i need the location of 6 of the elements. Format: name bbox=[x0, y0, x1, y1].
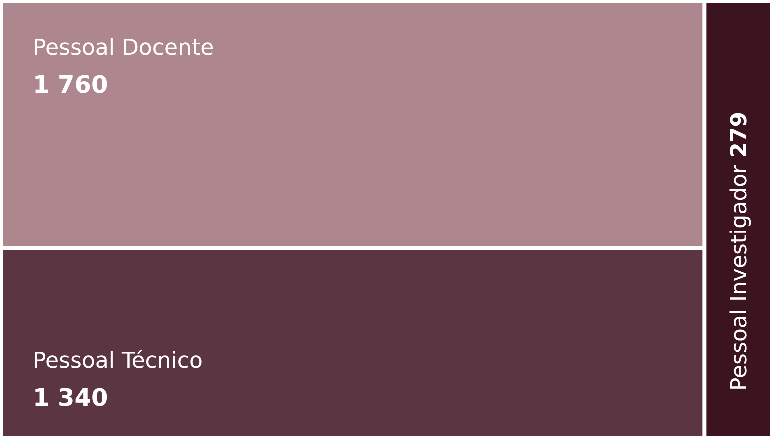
category-label: Pessoal Investigador bbox=[727, 158, 752, 391]
category-label: Pessoal Docente bbox=[33, 36, 214, 61]
data-label: 1 760 bbox=[33, 71, 108, 99]
data-label: 279 bbox=[727, 112, 752, 158]
data-label: 1 340 bbox=[33, 384, 108, 412]
category-label: Pessoal Técnico bbox=[33, 349, 203, 374]
